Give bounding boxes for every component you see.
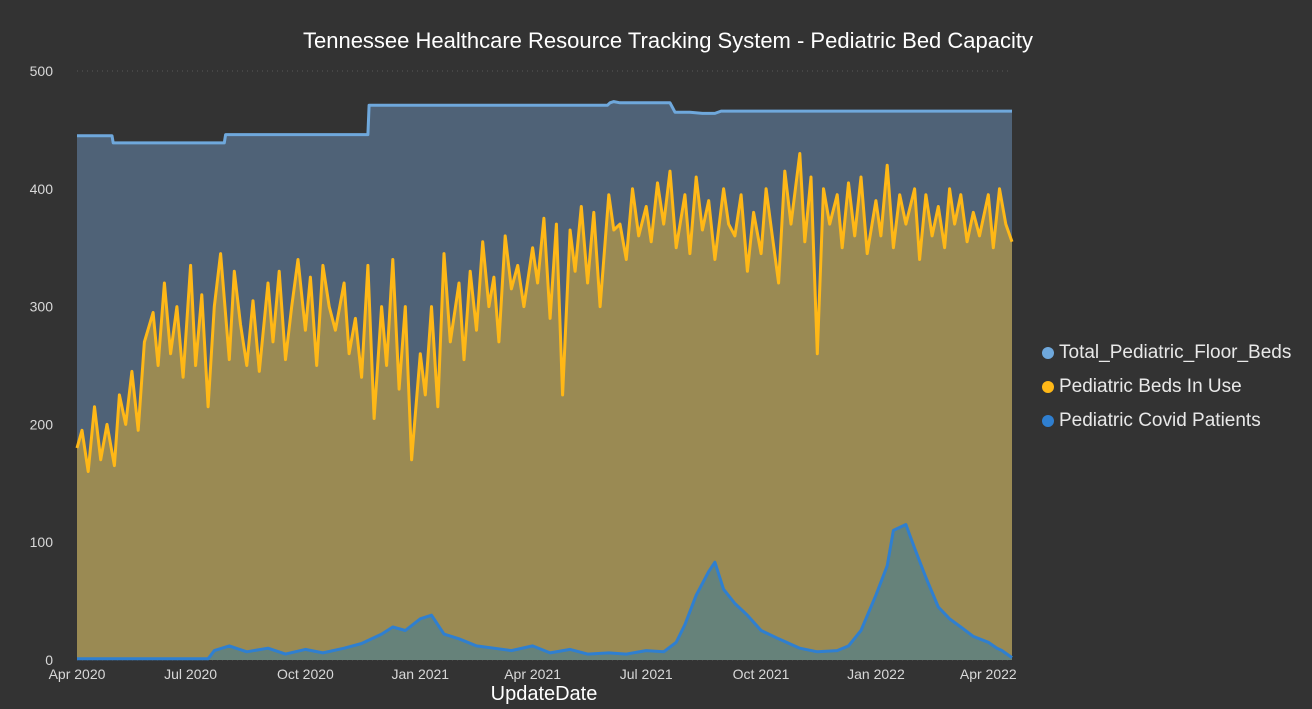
x-tick-label: Oct 2020 <box>277 666 334 682</box>
series-area-2 <box>77 524 1012 660</box>
y-tick-label: 500 <box>30 63 54 79</box>
y-tick-label: 100 <box>30 534 54 550</box>
y-axis: 0 100 200 300 400 500 <box>30 63 54 668</box>
legend: Total_Pediatric_Floor_Beds Pediatric Bed… <box>1042 336 1291 438</box>
x-tick-label: Apr 2021 <box>504 666 561 682</box>
legend-label: Total_Pediatric_Floor_Beds <box>1059 342 1292 363</box>
legend-item-covid-patients[interactable]: Pediatric Covid Patients <box>1042 404 1291 438</box>
series-lines <box>75 100 1014 661</box>
x-tick-label: Jan 2021 <box>391 666 449 682</box>
series-area-1 <box>77 153 1012 660</box>
x-tick-label: Jul 2021 <box>620 666 673 682</box>
x-axis-title: UpdateDate <box>491 683 598 705</box>
y-tick-label: 400 <box>30 181 54 197</box>
x-tick-label: Jul 2020 <box>164 666 217 682</box>
chart-title: Tennessee Healthcare Resource Tracking S… <box>302 28 1033 53</box>
series-line-1 <box>75 152 1014 473</box>
legend-label: Pediatric Covid Patients <box>1059 410 1261 431</box>
legend-label: Pediatric Beds In Use <box>1059 376 1242 397</box>
x-tick-label: Oct 2021 <box>733 666 790 682</box>
x-tick-label: Apr 2020 <box>49 666 106 682</box>
legend-marker <box>1042 347 1054 359</box>
x-tick-label: Jan 2022 <box>847 666 905 682</box>
x-tick-label: Apr 2022 <box>960 666 1017 682</box>
legend-item-beds-in-use[interactable]: Pediatric Beds In Use <box>1042 370 1291 404</box>
y-tick-label: 300 <box>30 299 54 315</box>
legend-marker <box>1042 381 1054 393</box>
y-tick-label: 0 <box>45 652 53 668</box>
series-line-0 <box>77 100 1012 145</box>
series-line-2 <box>77 523 1013 661</box>
x-axis: Apr 2020 Jul 2020 Oct 2020 Jan 2021 Apr 2021… <box>49 666 1017 682</box>
legend-item-total-beds[interactable]: Total_Pediatric_Floor_Beds <box>1042 336 1291 370</box>
legend-marker <box>1042 415 1054 427</box>
y-tick-label: 200 <box>30 416 54 432</box>
series-areas <box>77 101 1012 661</box>
